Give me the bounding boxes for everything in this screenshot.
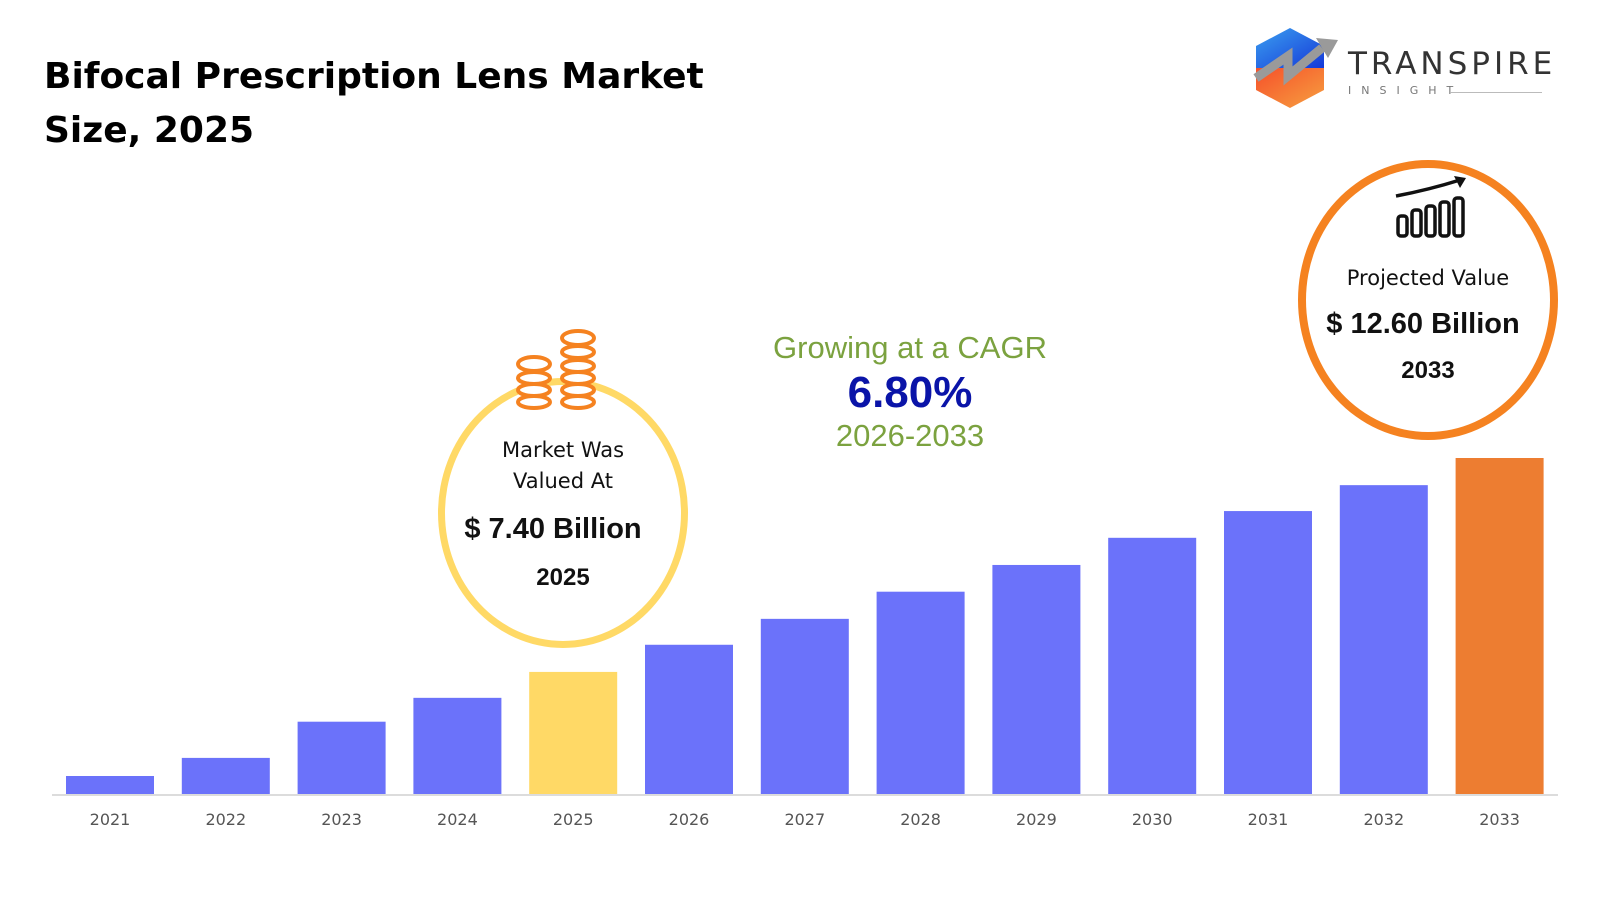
cagr-value: 6.80% — [847, 368, 973, 417]
x-tick-label: 2026 — [669, 810, 710, 829]
x-tick-label: 2029 — [1016, 810, 1057, 829]
bar-2026 — [645, 644, 733, 794]
cagr-label: Growing at a CAGR — [773, 330, 1047, 365]
bar-2030 — [1108, 537, 1197, 794]
bar-2027 — [760, 618, 849, 794]
bar-2022 — [181, 757, 270, 794]
callout-2025: Market Was Valued At $ 7.40 Billion 2025 — [438, 378, 688, 648]
x-tick-label: 2025 — [553, 810, 594, 829]
bar-2023 — [297, 721, 386, 794]
cagr-block: Growing at a CAGR 6.80% 2026-2033 — [740, 330, 1080, 454]
bar-2025 — [529, 671, 618, 794]
logo-divider — [1450, 92, 1542, 93]
cagr-period: 2026-2033 — [835, 418, 985, 453]
coin-stacks-icon — [516, 329, 596, 410]
x-tick-label: 2027 — [784, 810, 825, 829]
callout-2025-year: 2025 — [536, 564, 590, 591]
x-tick-label: 2028 — [900, 810, 941, 829]
x-tick-label: 2021 — [90, 810, 131, 829]
callout-2033-year: 2033 — [1401, 357, 1455, 384]
x-tick-label: 2022 — [205, 810, 246, 829]
bar-2029 — [992, 564, 1081, 794]
bar-2021 — [66, 776, 154, 794]
callout-2033-value: $ 12.60 Billion — [1326, 308, 1520, 340]
bar-2031 — [1224, 511, 1312, 794]
bar-growth-icon — [1395, 176, 1466, 238]
page-title: Bifocal Prescription Lens Market Size, 2… — [44, 56, 704, 151]
callout-2025-value: $ 7.40 Billion — [464, 513, 642, 545]
logo-hexagon-icon — [1253, 28, 1338, 108]
x-tick-label: 2024 — [437, 810, 478, 829]
bar-2024 — [413, 697, 502, 794]
x-tick-label: 2032 — [1363, 810, 1404, 829]
callout-2033: Projected Value $ 12.60 Billion 2033 — [1298, 160, 1558, 440]
bar-2033 — [1455, 458, 1544, 794]
callout-2033-label: Projected Value — [1346, 266, 1510, 290]
bar-2028 — [876, 591, 965, 794]
callout-2025-label: Market Was Valued At — [501, 438, 625, 493]
x-tick-label: 2031 — [1248, 810, 1289, 829]
logo-subtitle: INSIGHT — [1348, 84, 1464, 97]
x-tick-label: 2030 — [1132, 810, 1173, 829]
x-tick-label: 2023 — [321, 810, 362, 829]
logo-wordmark: TRANSPIRE — [1348, 46, 1557, 82]
bar-2032 — [1339, 485, 1428, 794]
transpire-logo: TRANSPIRE INSIGHT — [1252, 26, 1552, 112]
x-tick-label: 2033 — [1479, 810, 1520, 829]
